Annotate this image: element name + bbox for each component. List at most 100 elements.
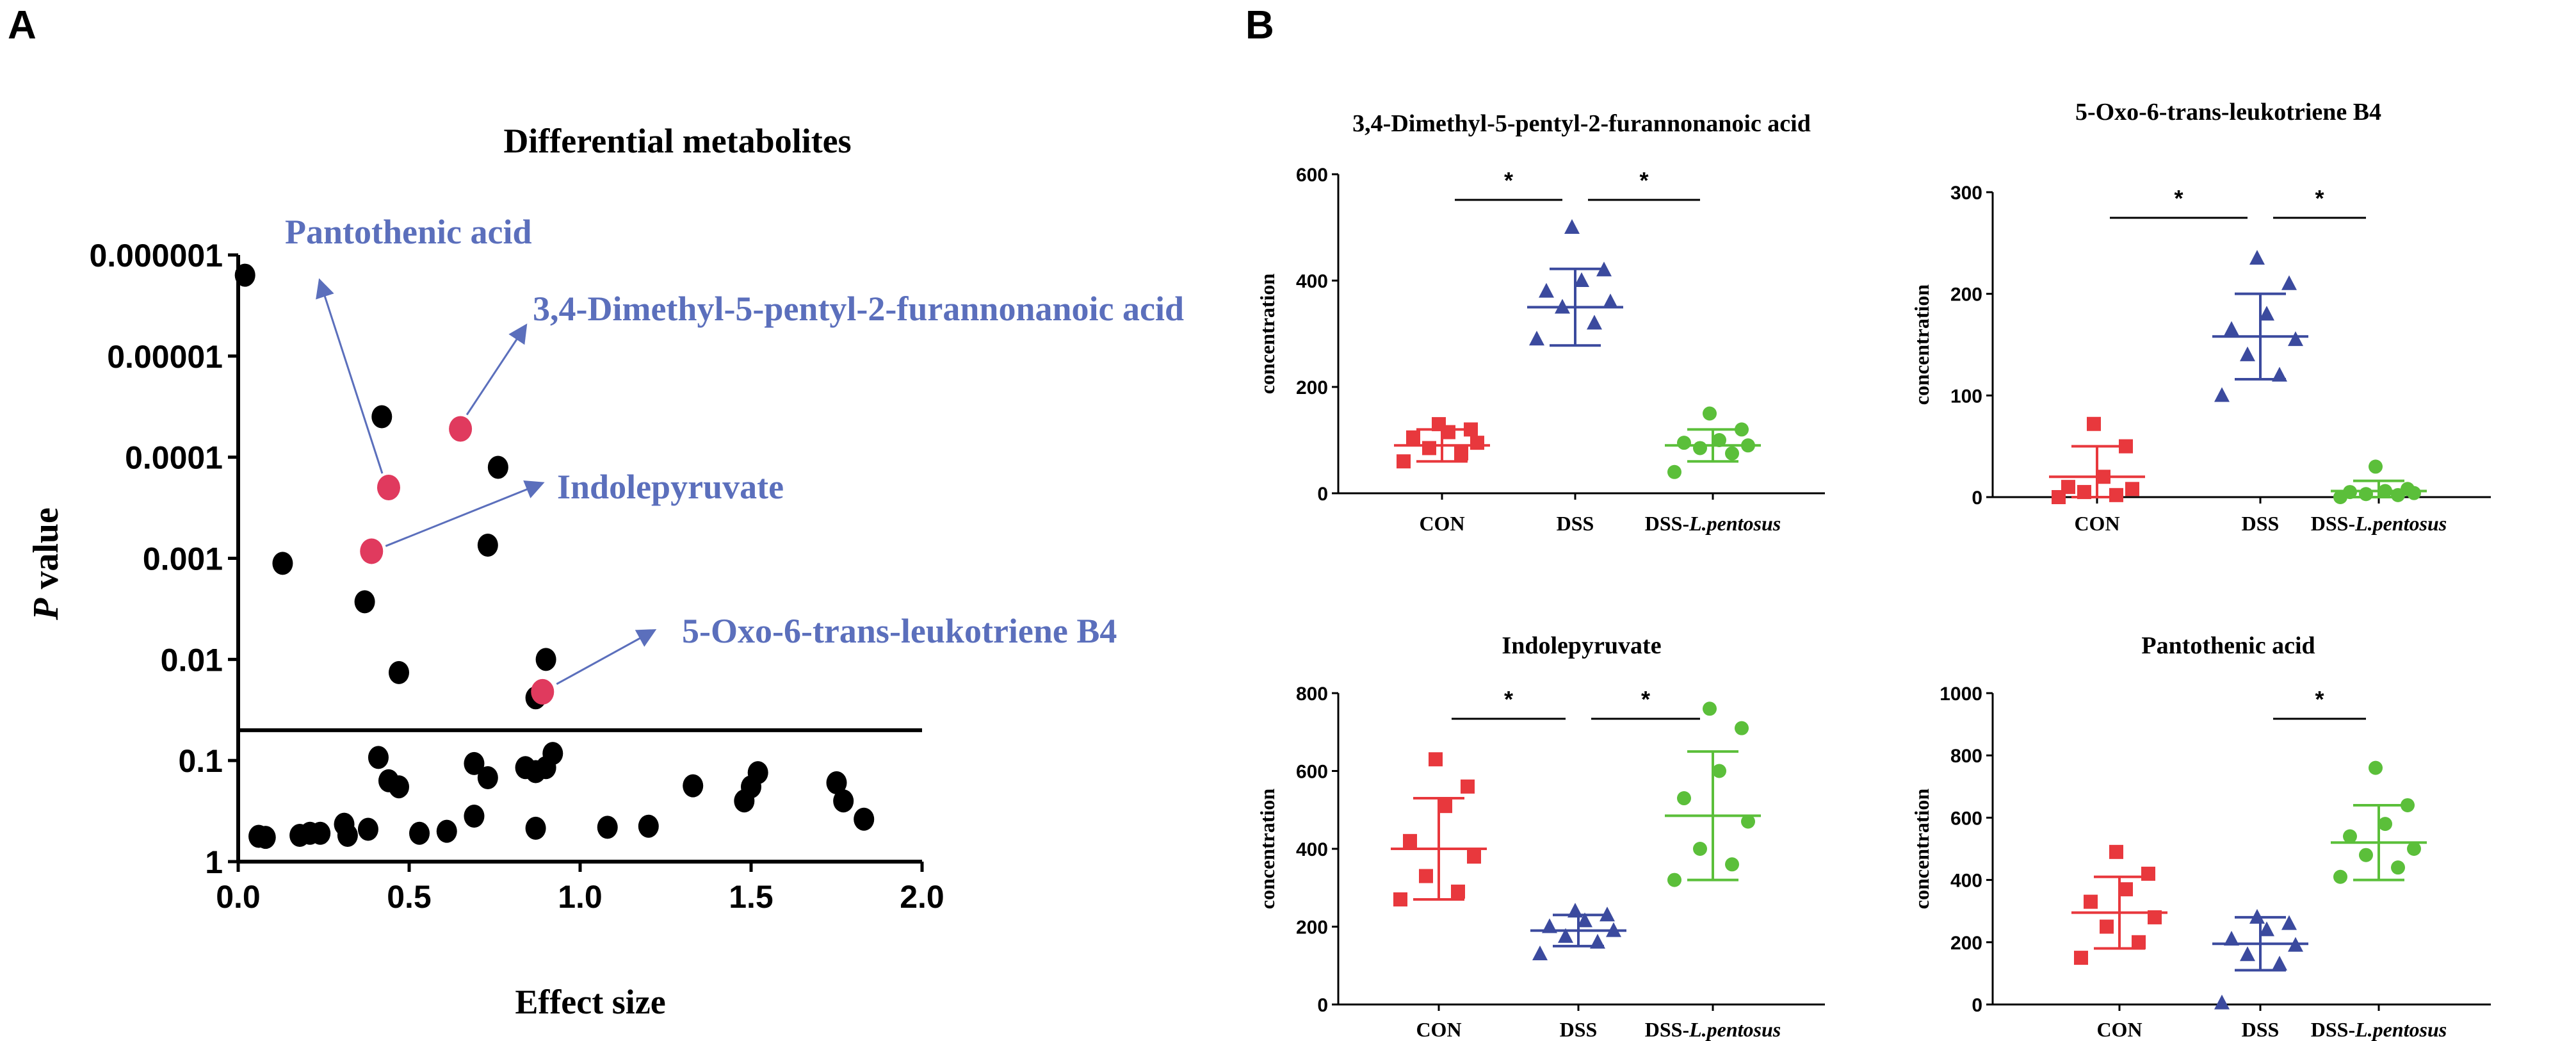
volcano-point — [310, 821, 331, 845]
volcano-point — [464, 751, 485, 775]
annotation-label-pantothenic-acid: Pantothenic acid — [285, 213, 532, 251]
leukotriene-category-label-dss-l-pentosus: DSS-L.pentosus — [2311, 512, 2447, 535]
leukotriene-point-dss — [2249, 250, 2265, 265]
volcano-y-tick-label: 0.001 — [143, 541, 223, 577]
pantothenic-point-dss-l-pentosus — [2401, 798, 2415, 812]
indolepyruvate-y-tick-label: 200 — [1296, 917, 1328, 939]
volcano-highlight-3-4-dimethyl-5-pentyl-2-furannonanoic-acid — [449, 416, 473, 442]
pantothenic-category-label-dss-l-pentosus: DSS-L.pentosus — [2311, 1018, 2447, 1041]
indolepyruvate-point-con — [1403, 833, 1417, 848]
pantothenic-point-dss — [2240, 946, 2255, 962]
indolepyruvate-point-dss-l-pentosus — [1693, 842, 1707, 856]
leukotriene-point-con — [2125, 482, 2139, 496]
leukotriene-point-dss-l-pentosus — [2359, 487, 2373, 502]
furannonanoic-significance-star: * — [1504, 167, 1513, 193]
volcano-y-tick-label: 0.000001 — [89, 238, 223, 274]
indolepyruvate-y-tick-label: 400 — [1296, 839, 1328, 860]
indolepyruvate-point-dss — [1577, 912, 1592, 928]
pantothenic-category-label-text: DSS- — [2311, 1018, 2355, 1041]
leukotriene-point-con — [2077, 485, 2091, 500]
pantothenic-point-con — [2109, 844, 2123, 859]
indolepyruvate-point-dss-l-pentosus — [1725, 857, 1739, 872]
volcano-point — [272, 552, 293, 575]
furannonanoic-point-dss-l-pentosus — [1667, 464, 1681, 479]
leukotriene-point-con — [2061, 480, 2075, 495]
pantothenic-point-con — [2084, 894, 2098, 909]
furannonanoic-point-dss — [1596, 261, 1612, 277]
pantothenic-point-dss-l-pentosus — [2343, 829, 2357, 844]
pantothenic-point-dss — [2288, 937, 2303, 952]
furannonanoic-point-con — [1464, 422, 1478, 437]
indolepyruvate-y-axis-label: concentration — [1256, 789, 1279, 910]
indolepyruvate-point-dss-l-pentosus — [1667, 873, 1681, 887]
panel-b-label: B — [1245, 3, 1274, 47]
leukotriene-point-con — [2087, 416, 2101, 431]
pantothenic-point-dss-l-pentosus — [2333, 869, 2347, 884]
volcano-point — [255, 826, 276, 849]
leukotriene-point-dss — [2259, 306, 2274, 321]
indolepyruvate-category-label-text: DSS — [1560, 1018, 1598, 1041]
pantothenic-point-dss — [2259, 921, 2274, 937]
pantothenic-point-con — [2148, 910, 2162, 924]
furannonanoic-point-dss-l-pentosus — [1741, 438, 1755, 453]
pantothenic-category-label-text: CON — [2096, 1018, 2142, 1041]
leukotriene-y-tick-label: 100 — [1950, 386, 1982, 407]
pantothenic-y-axis-label: concentration — [1910, 789, 1933, 910]
pantothenic-point-dss — [2214, 994, 2230, 1010]
volcano-y-tick-label: 0.1 — [178, 743, 223, 779]
furannonanoic-point-dss — [1564, 219, 1580, 234]
indolepyruvate-point-dss — [1567, 903, 1583, 918]
indolepyruvate-point-con — [1419, 869, 1433, 883]
volcano-point — [826, 771, 847, 794]
furannonanoic-y-tick-label: 0 — [1317, 484, 1328, 505]
indolepyruvate-significance-star: * — [1641, 686, 1650, 712]
furannonanoic-category-label-italic: L.pentosus — [1689, 512, 1781, 535]
volcano-point — [409, 821, 430, 845]
furannonanoic-point-con — [1406, 430, 1420, 445]
leukotriene-category-label-text: CON — [2074, 512, 2119, 535]
indolepyruvate-category-label-dss: DSS — [1560, 1018, 1598, 1041]
pantothenic-point-dss — [2272, 955, 2287, 971]
indolepyruvate-point-con — [1393, 892, 1407, 906]
pantothenic-point-con — [2132, 935, 2146, 949]
leukotriene-category-label-con: CON — [2074, 512, 2119, 535]
leukotriene-point-con — [2109, 488, 2123, 502]
leukotriene-point-con — [2096, 470, 2110, 484]
volcano-point — [388, 660, 409, 684]
volcano-point — [371, 405, 393, 429]
pantothenic-point-dss-l-pentosus — [2391, 860, 2405, 875]
volcano-point — [525, 816, 546, 840]
furannonanoic-point-dss — [1587, 315, 1602, 330]
indolepyruvate-point-dss — [1606, 922, 1621, 937]
volcano-title: Differential metabolites — [503, 122, 851, 160]
indolepyruvate-y-tick-label: 600 — [1296, 762, 1328, 783]
volcano-point — [542, 742, 563, 766]
pantothenic-significance-star: * — [2315, 686, 2324, 712]
annotation-label-3-4-dimethyl-5-pentyl-2-furannonanoic-acid: 3,4-Dimethyl-5-pentyl-2-furannonanoic ac… — [533, 290, 1184, 328]
volcano-highlight-indolepyruvate — [360, 538, 384, 564]
volcano-point — [597, 816, 618, 839]
volcano-point — [487, 455, 508, 479]
furannonanoic-point-dss — [1529, 331, 1544, 346]
pantothenic-y-tick-label: 0 — [1972, 995, 1982, 1016]
leukotriene-point-dss-l-pentosus — [2378, 484, 2392, 498]
pantothenic-point-con — [2074, 951, 2088, 965]
volcano-plot: Differential metabolites 1 0.1 0.01 0.001 0.0… — [26, 122, 1184, 1021]
indolepyruvate-point-dss — [1542, 918, 1557, 933]
volcano-point — [747, 761, 768, 785]
leukotriene-y-axis-label: concentration — [1910, 284, 1933, 406]
volcano-y-axis-label: P value — [26, 507, 66, 621]
furannonanoic-point-dss-l-pentosus — [1693, 441, 1707, 455]
furannonanoic-y-tick-label: 400 — [1296, 271, 1328, 292]
volcano-point — [388, 775, 409, 799]
pantothenic-category-label-con: CON — [2096, 1018, 2142, 1041]
furannonanoic-y-tick-label: 600 — [1296, 165, 1328, 186]
leukotriene-category-label-text: DSS — [2242, 512, 2280, 535]
volcano-y-tick-label: 0.00001 — [107, 339, 223, 375]
pantothenic-point-con — [2100, 919, 2114, 934]
annotation-label-5-oxo-6-trans-leukotriene-b4: 5-Oxo-6-trans-leukotriene B4 — [682, 612, 1117, 650]
pantothenic-title: Pantothenic acid — [2141, 632, 2315, 659]
indolepyruvate-point-dss-l-pentosus — [1677, 791, 1691, 806]
volcano-point — [234, 263, 255, 287]
furannonanoic-point-dss — [1555, 299, 1570, 314]
